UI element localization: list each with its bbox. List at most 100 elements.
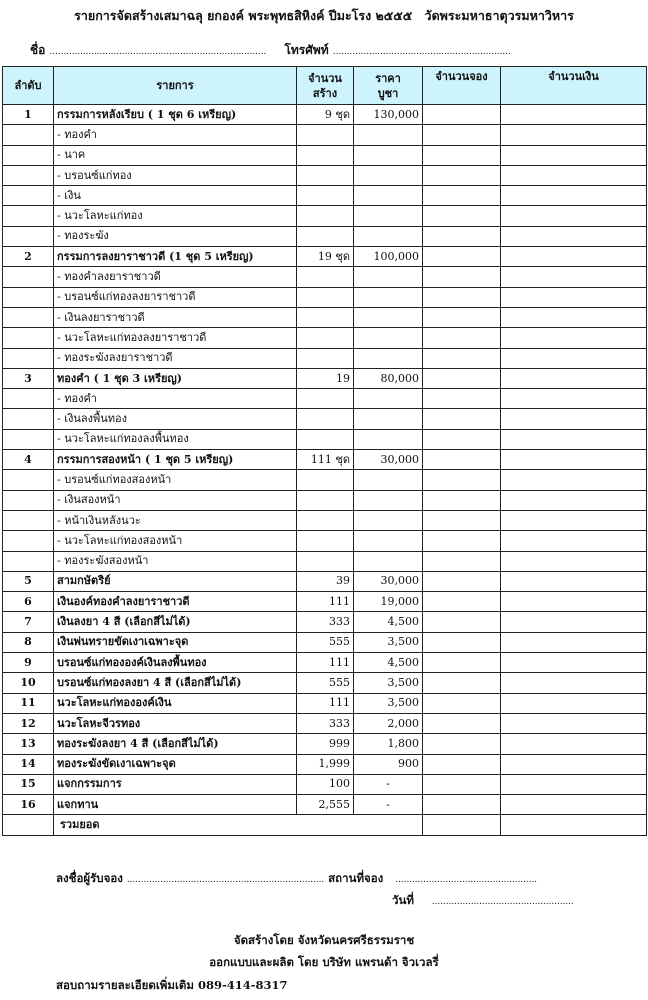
row-reserve-cell[interactable] xyxy=(422,286,501,308)
row-amount-cell[interactable] xyxy=(500,570,647,593)
row-reserve-cell[interactable] xyxy=(422,672,501,694)
row-item: - เงินลงยาราชาวดี xyxy=(53,306,297,329)
row-amount-cell[interactable] xyxy=(500,428,647,451)
row-amount-cell[interactable] xyxy=(500,509,647,532)
row-qty: 333 xyxy=(296,611,354,633)
row-amount-cell[interactable] xyxy=(500,550,647,572)
row-reserve-cell[interactable] xyxy=(422,246,501,268)
row-reserve-cell[interactable] xyxy=(422,530,501,552)
row-amount-cell[interactable] xyxy=(500,205,647,227)
row-amount-cell[interactable] xyxy=(500,327,647,349)
row-amount-cell[interactable] xyxy=(500,347,647,369)
row-reserve-cell[interactable] xyxy=(422,773,501,796)
row-item: แจกทาน xyxy=(53,794,297,816)
row-qty xyxy=(296,408,354,430)
row-amount-cell[interactable] xyxy=(500,469,647,491)
row-amount-cell[interactable] xyxy=(500,611,647,633)
row-amount-cell[interactable] xyxy=(500,185,647,207)
row-amount-cell[interactable] xyxy=(500,591,647,613)
row-amount-cell[interactable] xyxy=(500,530,647,552)
row-amount-cell[interactable] xyxy=(500,103,647,126)
row-amount-cell[interactable] xyxy=(500,672,647,694)
row-reserve-cell[interactable] xyxy=(422,367,501,390)
place-field[interactable]: ........................................… xyxy=(395,874,538,885)
row-reserve-cell[interactable] xyxy=(422,428,501,451)
row-price: 1,800 xyxy=(353,733,423,755)
row-amount-cell[interactable] xyxy=(500,266,647,288)
row-amount-cell[interactable] xyxy=(500,286,647,308)
row-amount-cell[interactable] xyxy=(500,489,647,511)
row-item: - ทองระฆังลงยาราชาวดี xyxy=(53,347,297,369)
row-amount-cell[interactable] xyxy=(500,246,647,268)
row-number: 9 xyxy=(2,652,54,674)
table-row: 3 ทองคำ ( 1 ชุด 3 เหรียญ) 19 80,000 xyxy=(2,367,647,390)
row-reserve-cell[interactable] xyxy=(422,753,501,775)
row-amount-cell[interactable] xyxy=(500,692,647,714)
row-reserve-cell[interactable] xyxy=(422,611,501,633)
row-reserve-cell[interactable] xyxy=(422,794,501,816)
row-reserve-cell[interactable] xyxy=(422,570,501,593)
header-price-line1: ราคา xyxy=(375,71,401,85)
row-reserve-cell[interactable] xyxy=(422,185,501,207)
row-reserve-cell[interactable] xyxy=(422,388,501,410)
row-amount-cell[interactable] xyxy=(500,408,647,430)
row-amount-cell[interactable] xyxy=(500,753,647,775)
signer-field[interactable]: ........................................… xyxy=(126,874,325,885)
row-amount-cell[interactable] xyxy=(500,733,647,755)
row-reserve-cell[interactable] xyxy=(422,408,501,430)
row-amount-cell[interactable] xyxy=(500,449,647,471)
row-amount-cell[interactable] xyxy=(500,652,647,674)
table-subrow: - บรอนซ์แก่ทองสองหน้า xyxy=(2,469,647,491)
row-amount-cell[interactable] xyxy=(500,124,647,146)
row-reserve-cell[interactable] xyxy=(422,144,501,166)
row-reserve-cell[interactable] xyxy=(422,347,501,369)
row-reserve-cell[interactable] xyxy=(422,449,501,471)
row-reserve-cell[interactable] xyxy=(422,652,501,674)
row-item: - ทองคำลงยาราชาวดี xyxy=(53,266,297,288)
row-number: 1 xyxy=(2,103,54,126)
row-reserve-cell[interactable] xyxy=(422,631,501,654)
row-reserve-cell[interactable] xyxy=(422,306,501,329)
row-reserve-cell[interactable] xyxy=(422,733,501,755)
name-field[interactable]: ........................................… xyxy=(49,46,267,57)
row-reserve-cell[interactable] xyxy=(422,327,501,349)
total-reserve-cell[interactable] xyxy=(422,814,501,836)
row-reserve-cell[interactable] xyxy=(422,712,501,735)
row-amount-cell[interactable] xyxy=(500,164,647,187)
row-amount-cell[interactable] xyxy=(500,306,647,329)
date-field[interactable]: ........................................… xyxy=(431,896,574,907)
total-amount-cell[interactable] xyxy=(500,814,647,836)
row-price: 80,000 xyxy=(353,367,423,390)
phone-field[interactable]: ........................................… xyxy=(332,46,511,57)
row-amount-cell[interactable] xyxy=(500,631,647,654)
row-price xyxy=(353,164,423,187)
row-reserve-cell[interactable] xyxy=(422,550,501,572)
row-reserve-cell[interactable] xyxy=(422,489,501,511)
row-reserve-cell[interactable] xyxy=(422,225,501,248)
row-amount-cell[interactable] xyxy=(500,144,647,166)
row-number: 13 xyxy=(2,733,54,755)
row-number: 6 xyxy=(2,591,54,613)
row-amount-cell[interactable] xyxy=(500,225,647,248)
row-reserve-cell[interactable] xyxy=(422,692,501,714)
row-number xyxy=(2,164,54,187)
row-reserve-cell[interactable] xyxy=(422,509,501,532)
table-subrow: - บรอนซ์แก่ทอง xyxy=(2,164,647,187)
row-amount-cell[interactable] xyxy=(500,773,647,796)
row-amount-cell[interactable] xyxy=(500,367,647,390)
row-reserve-cell[interactable] xyxy=(422,205,501,227)
row-reserve-cell[interactable] xyxy=(422,591,501,613)
row-reserve-cell[interactable] xyxy=(422,469,501,491)
row-price: 30,000 xyxy=(353,570,423,593)
place-label: สถานที่จอง xyxy=(328,871,384,885)
row-reserve-cell[interactable] xyxy=(422,266,501,288)
row-reserve-cell[interactable] xyxy=(422,103,501,126)
row-amount-cell[interactable] xyxy=(500,794,647,816)
table-row: 7 เงินลงยา 4 สี (เลือกสีไม่ได้) 333 4,500 xyxy=(2,611,647,633)
row-qty: 111 ชุด xyxy=(296,449,354,471)
row-reserve-cell[interactable] xyxy=(422,124,501,146)
row-amount-cell[interactable] xyxy=(500,388,647,410)
row-amount-cell[interactable] xyxy=(500,712,647,735)
row-number: 11 xyxy=(2,692,54,714)
row-reserve-cell[interactable] xyxy=(422,164,501,187)
